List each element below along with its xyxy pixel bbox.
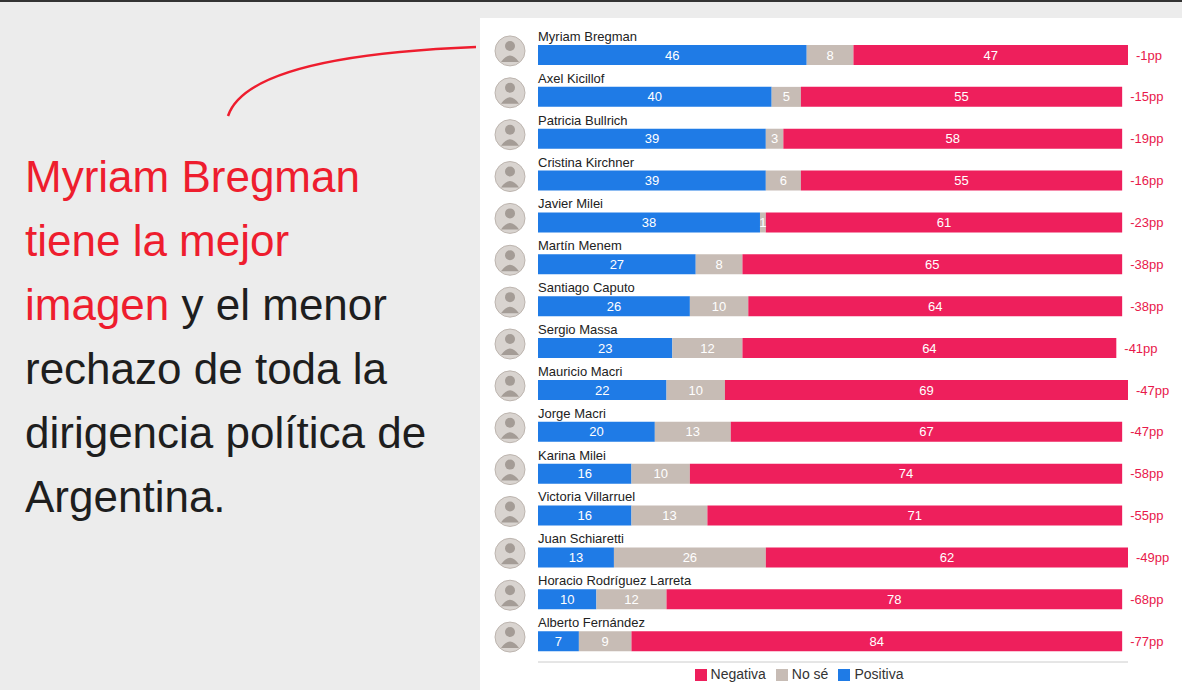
svg-text:58: 58 (946, 131, 960, 146)
svg-text:Cristina Kirchner: Cristina Kirchner (538, 155, 635, 170)
svg-text:64: 64 (922, 341, 936, 356)
svg-text:22: 22 (595, 383, 609, 398)
svg-text:74: 74 (899, 466, 913, 481)
svg-text:16: 16 (577, 508, 591, 523)
svg-text:-47pp: -47pp (1130, 424, 1163, 439)
svg-text:27: 27 (610, 257, 624, 272)
svg-text:3: 3 (771, 131, 778, 146)
svg-text:1: 1 (759, 215, 766, 230)
svg-text:-47pp: -47pp (1136, 383, 1169, 398)
svg-text:26: 26 (683, 550, 697, 565)
svg-text:16: 16 (577, 466, 591, 481)
svg-text:10: 10 (712, 299, 726, 314)
svg-text:Horacio Rodríguez Larreta: Horacio Rodríguez Larreta (538, 573, 692, 588)
svg-text:-23pp: -23pp (1130, 215, 1163, 230)
svg-text:10: 10 (688, 383, 702, 398)
svg-text:13: 13 (686, 424, 700, 439)
svg-text:-19pp: -19pp (1130, 131, 1163, 146)
svg-text:69: 69 (919, 383, 933, 398)
svg-text:-1pp: -1pp (1136, 48, 1162, 63)
svg-text:9: 9 (602, 634, 609, 649)
svg-text:Axel Kicillof: Axel Kicillof (538, 71, 605, 86)
svg-text:67: 67 (919, 424, 933, 439)
svg-text:Sergio Massa: Sergio Massa (538, 322, 618, 337)
svg-text:46: 46 (665, 48, 679, 63)
svg-text:Karina Milei: Karina Milei (538, 448, 606, 463)
html-text:Positiva: Positiva (854, 666, 904, 682)
svg-text:39: 39 (645, 131, 659, 146)
svg-text:-68pp: -68pp (1130, 592, 1163, 607)
svg-text:10: 10 (653, 466, 667, 481)
svg-text:20: 20 (589, 424, 603, 439)
svg-text:39: 39 (645, 173, 659, 188)
svg-text:8: 8 (715, 257, 722, 272)
svg-text:-41pp: -41pp (1124, 341, 1157, 356)
svg-text:13: 13 (662, 508, 676, 523)
html-text:No sé: No sé (791, 666, 829, 682)
svg-text:Javier Milei: Javier Milei (538, 196, 603, 211)
svg-text:Alberto Fernández: Alberto Fernández (538, 615, 645, 630)
svg-text:12: 12 (700, 341, 714, 356)
svg-text:8: 8 (826, 48, 833, 63)
svg-text:Juan Schiaretti: Juan Schiaretti (538, 531, 624, 546)
svg-text:55: 55 (954, 173, 968, 188)
svg-text:Myriam Bregman: Myriam Bregman (538, 29, 637, 44)
svg-text:10: 10 (560, 592, 574, 607)
svg-text:71: 71 (908, 508, 922, 523)
html-text:Myriam Bregman tiene la mejor: Myriam Bregman tiene la mejor imagen y e… (25, 152, 427, 521)
svg-text:Santiago Caputo: Santiago Caputo (538, 280, 635, 295)
svg-text:40: 40 (648, 89, 662, 104)
svg-text:Patricia Bullrich: Patricia Bullrich (538, 113, 628, 128)
svg-text:-77pp: -77pp (1130, 634, 1163, 649)
svg-text:-38pp: -38pp (1130, 299, 1163, 314)
svg-text:62: 62 (940, 550, 954, 565)
svg-text:47: 47 (983, 48, 997, 63)
svg-text:-49pp: -49pp (1136, 550, 1169, 565)
svg-text:38: 38 (642, 215, 656, 230)
svg-text:Victoria Villarruel: Victoria Villarruel (538, 489, 635, 504)
svg-text:78: 78 (887, 592, 901, 607)
html-text:Negativa: Negativa (710, 666, 766, 682)
svg-text:-15pp: -15pp (1130, 89, 1163, 104)
svg-text:26: 26 (607, 299, 621, 314)
svg-text:5: 5 (783, 89, 790, 104)
svg-text:Mauricio Macri: Mauricio Macri (538, 364, 623, 379)
svg-text:Jorge Macri: Jorge Macri (538, 406, 606, 421)
svg-text:64: 64 (928, 299, 942, 314)
svg-text:-16pp: -16pp (1130, 173, 1163, 188)
svg-text:84: 84 (870, 634, 884, 649)
svg-text:-55pp: -55pp (1130, 508, 1163, 523)
svg-text:23: 23 (598, 341, 612, 356)
svg-text:-38pp: -38pp (1130, 257, 1163, 272)
svg-text:7: 7 (555, 634, 562, 649)
svg-text:Martín Menem: Martín Menem (538, 238, 622, 253)
svg-text:13: 13 (569, 550, 583, 565)
svg-text:55: 55 (954, 89, 968, 104)
svg-text:65: 65 (925, 257, 939, 272)
svg-text:6: 6 (780, 173, 787, 188)
svg-text:-58pp: -58pp (1130, 466, 1163, 481)
svg-text:12: 12 (624, 592, 638, 607)
svg-text:61: 61 (937, 215, 951, 230)
